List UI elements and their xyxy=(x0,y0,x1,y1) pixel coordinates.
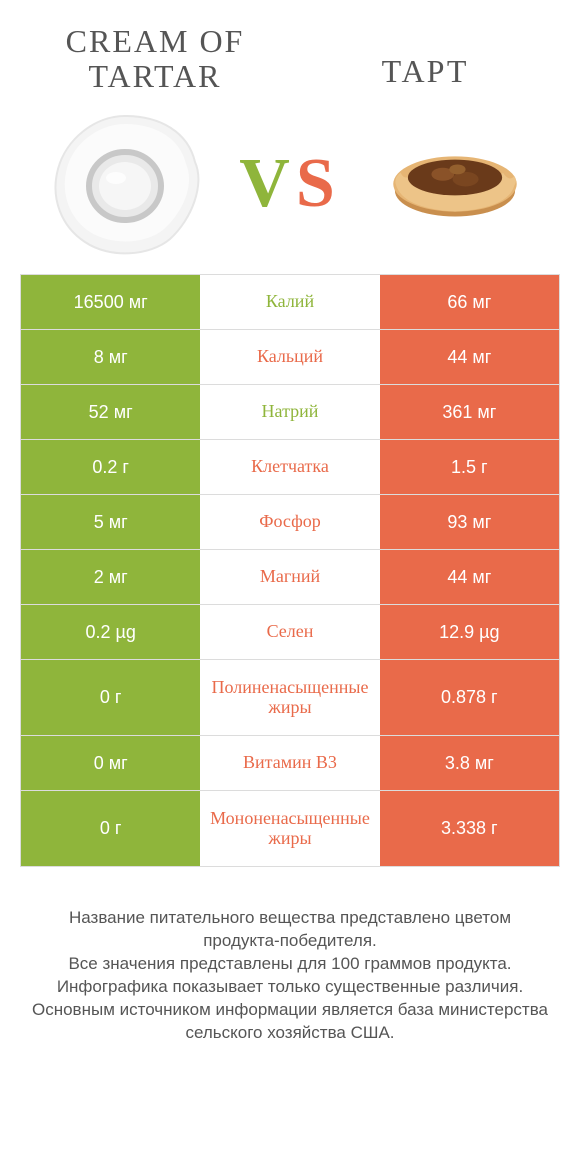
cell-right: 3.338 г xyxy=(380,791,559,866)
cell-left: 5 мг xyxy=(21,495,200,549)
tart-image xyxy=(370,104,540,264)
table-row: 0.2 µgСелен12.9 µg xyxy=(21,604,559,659)
cell-nutrient: Селен xyxy=(200,605,379,659)
title-left: CREAM OF TARTAR xyxy=(40,24,270,94)
cell-nutrient: Мононенасыщенные жиры xyxy=(200,791,379,866)
cell-left: 52 мг xyxy=(21,385,200,439)
cell-nutrient: Калий xyxy=(200,275,379,329)
footer-line-1: Название питательного вещества представл… xyxy=(30,907,550,953)
footer-line-4: Основным источником информации является … xyxy=(30,999,550,1045)
cream-of-tartar-image xyxy=(40,104,210,264)
table-row: 2 мгМагний44 мг xyxy=(21,549,559,604)
vs-s: S xyxy=(296,145,341,222)
cell-right: 1.5 г xyxy=(380,440,559,494)
cell-left: 16500 мг xyxy=(21,275,200,329)
cell-left: 0.2 µg xyxy=(21,605,200,659)
cell-left: 2 мг xyxy=(21,550,200,604)
table-row: 8 мгКальций44 мг xyxy=(21,329,559,384)
table-row: 0 гМононенасыщенные жиры3.338 г xyxy=(21,790,559,866)
cell-right: 44 мг xyxy=(380,550,559,604)
header: CREAM OF TARTAR ТАРТ xyxy=(0,0,580,94)
cell-nutrient: Кальций xyxy=(200,330,379,384)
cell-left: 8 мг xyxy=(21,330,200,384)
vs-label: VS xyxy=(239,144,341,224)
footer: Название питательного вещества представл… xyxy=(30,907,550,1045)
table-row: 52 мгНатрий361 мг xyxy=(21,384,559,439)
cell-right: 66 мг xyxy=(380,275,559,329)
footer-line-2: Все значения представлены для 100 граммо… xyxy=(30,953,550,976)
cell-nutrient: Натрий xyxy=(200,385,379,439)
vs-v: V xyxy=(239,145,296,222)
cell-right: 93 мг xyxy=(380,495,559,549)
cell-nutrient: Витамин B3 xyxy=(200,736,379,790)
comparison-table: 16500 мгКалий66 мг8 мгКальций44 мг52 мгН… xyxy=(20,274,560,867)
cell-left: 0 мг xyxy=(21,736,200,790)
table-row: 5 мгФосфор93 мг xyxy=(21,494,559,549)
table-row: 0 мгВитамин B33.8 мг xyxy=(21,735,559,790)
cell-right: 0.878 г xyxy=(380,660,559,735)
cell-left: 0 г xyxy=(21,660,200,735)
cell-right: 12.9 µg xyxy=(380,605,559,659)
cell-left: 0 г xyxy=(21,791,200,866)
cell-right: 44 мг xyxy=(380,330,559,384)
images-row: VS xyxy=(0,94,580,274)
cell-left: 0.2 г xyxy=(21,440,200,494)
page: CREAM OF TARTAR ТАРТ VS xyxy=(0,0,580,1174)
table-row: 0.2 гКлетчатка1.5 г xyxy=(21,439,559,494)
cell-nutrient: Фосфор xyxy=(200,495,379,549)
title-right: ТАРТ xyxy=(310,54,540,89)
table-row: 16500 мгКалий66 мг xyxy=(21,274,559,329)
cell-nutrient: Полиненасыщенные жиры xyxy=(200,660,379,735)
cell-right: 3.8 мг xyxy=(380,736,559,790)
cell-nutrient: Магний xyxy=(200,550,379,604)
cell-right: 361 мг xyxy=(380,385,559,439)
cell-nutrient: Клетчатка xyxy=(200,440,379,494)
footer-line-3: Инфографика показывает только существенн… xyxy=(30,976,550,999)
table-row: 0 гПолиненасыщенные жиры0.878 г xyxy=(21,659,559,735)
